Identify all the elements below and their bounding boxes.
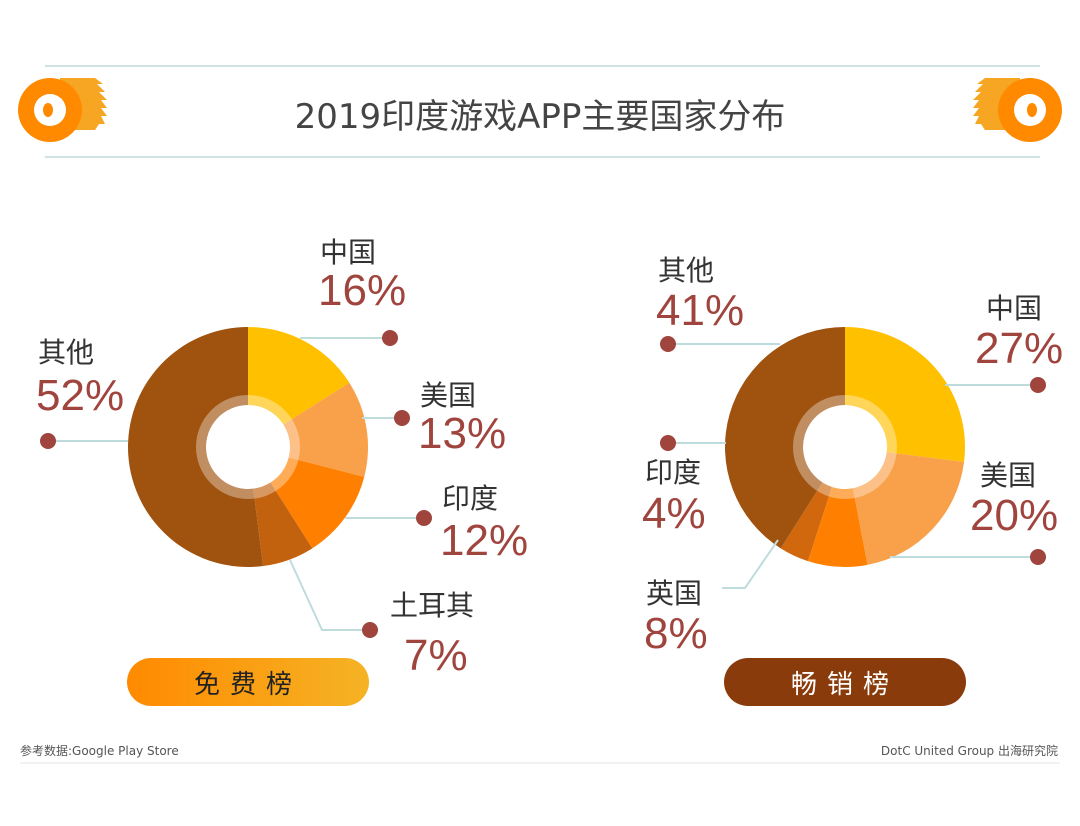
- leader-dot: [1030, 549, 1046, 565]
- donut-slice-印度: [780, 482, 833, 562]
- slice-label: 中国: [986, 292, 1042, 325]
- slice-pct: 12%: [440, 516, 528, 565]
- leader-dot: [40, 433, 56, 449]
- slice-label: 英国: [646, 577, 702, 610]
- credit-note: DotC United Group 出海研究院: [881, 743, 1058, 758]
- leader-dot: [382, 330, 398, 346]
- slice-pct: 13%: [418, 409, 506, 458]
- leader-line: [722, 539, 779, 589]
- chart-title: 2019印度游戏APP主要国家分布: [295, 97, 786, 137]
- slice-pct: 41%: [656, 286, 744, 335]
- slice-label: 中国: [320, 236, 376, 269]
- donut-slice-美国: [283, 382, 368, 477]
- slice-pct: 16%: [318, 266, 406, 315]
- slice-label: 其他: [658, 254, 714, 287]
- donut-free: [128, 327, 368, 567]
- logo-icon-right: [973, 78, 1062, 142]
- leader-dot: [362, 622, 378, 638]
- donut-slice-其他: [725, 327, 845, 549]
- leader-dot: [1030, 377, 1046, 393]
- slice-pct: 27%: [975, 324, 1063, 373]
- grossing-chart-label: 畅销榜: [724, 658, 966, 706]
- donut-slice-美国: [852, 452, 965, 565]
- leader-line: [289, 559, 368, 631]
- logo-icon-left: [18, 78, 107, 142]
- source-note: 参考数据:Google Play Store: [20, 743, 179, 758]
- donut-slice-英国: [807, 486, 868, 567]
- slice-pct: 20%: [970, 491, 1058, 540]
- slice-pct: 7%: [404, 631, 468, 680]
- slice-pct: 8%: [644, 609, 708, 658]
- slice-label: 美国: [980, 459, 1036, 492]
- donut-slice-中国: [845, 327, 965, 463]
- leader-dot: [416, 510, 432, 526]
- leader-dot: [660, 435, 676, 451]
- free-chart-label: 免费榜: [127, 658, 369, 706]
- leader-dot: [394, 410, 410, 426]
- donut-slice-其他: [128, 327, 264, 567]
- slice-label: 印度: [442, 482, 498, 515]
- donut-slice-土耳其: [253, 482, 313, 567]
- donut-inner-ring: [196, 395, 300, 499]
- donut-paid: [725, 327, 965, 567]
- slice-pct: 52%: [36, 371, 124, 420]
- slice-label: 印度: [645, 456, 701, 489]
- slice-pct: 4%: [642, 489, 706, 538]
- slice-label: 美国: [420, 379, 476, 412]
- leader-dot: [660, 336, 676, 352]
- leader-dots: [40, 330, 1046, 638]
- slice-label: 其他: [38, 336, 94, 369]
- leader-lines: [50, 337, 1038, 631]
- donut-slice-印度: [270, 457, 365, 549]
- donut-slice-中国: [248, 327, 350, 425]
- slice-label: 土耳其: [390, 589, 474, 622]
- donut-inner-ring: [793, 395, 897, 499]
